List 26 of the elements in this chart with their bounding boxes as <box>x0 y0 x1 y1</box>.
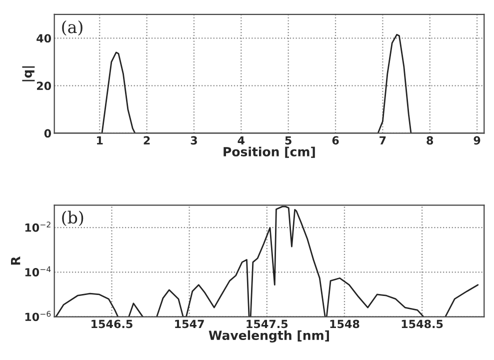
x-axis-title: Position [cm] <box>224 146 315 158</box>
annotation: (a) <box>62 20 82 36</box>
x-tick-label: 1 <box>97 136 103 144</box>
x-tick-label: 2 <box>144 136 150 144</box>
x-axis-title: Wavelength [nm] <box>208 330 329 343</box>
x-tick-label: 6 <box>332 136 339 145</box>
x-tick-label: 1546.5 <box>92 320 132 328</box>
y-tick-label: 10$^{−4}$ <box>25 266 51 276</box>
x-tick-label: 8 <box>426 136 434 145</box>
x-tick-label: 4 <box>238 136 245 144</box>
x-tick-label: 7 <box>380 136 386 144</box>
x-tick-label: 1548.5 <box>402 320 443 328</box>
x-tick-label: 1547 <box>175 320 204 328</box>
y-tick-label: 0 <box>44 129 52 138</box>
x-tick-label: 5 <box>285 136 292 145</box>
y-tick-label: 10$^{−2}$ <box>25 222 50 232</box>
x-tick-label: 1547.5 <box>246 320 288 328</box>
x-tick-label: 3 <box>190 136 197 145</box>
y-tick-label: 40 <box>36 34 52 43</box>
y-axis-title: |q| <box>22 66 35 82</box>
x-tick-label: 1548 <box>330 320 360 328</box>
x-tick-label: 9 <box>474 136 480 145</box>
y-tick-label: 20 <box>36 82 52 90</box>
annotation: (b) <box>62 210 84 226</box>
y-tick-label: 10$^{−6}$ <box>25 310 51 322</box>
y-axis-title: R <box>11 256 20 265</box>
